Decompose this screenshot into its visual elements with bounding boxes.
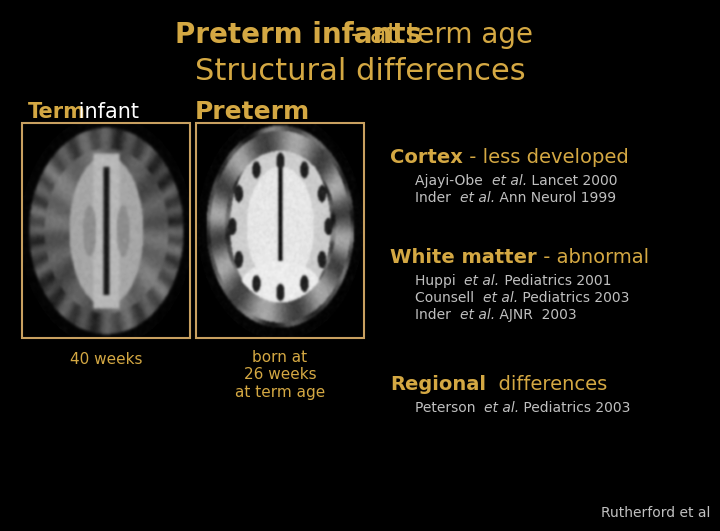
Text: Inder: Inder bbox=[415, 308, 459, 322]
Text: Pediatrics 2003: Pediatrics 2003 bbox=[519, 401, 631, 415]
Text: Pediatrics 2001: Pediatrics 2001 bbox=[500, 274, 611, 288]
Text: infant: infant bbox=[72, 102, 139, 122]
Text: Huppi: Huppi bbox=[415, 274, 464, 288]
Text: Pediatrics 2003: Pediatrics 2003 bbox=[518, 291, 629, 305]
Text: White matter: White matter bbox=[390, 248, 536, 267]
Text: born at
26 weeks
at term age: born at 26 weeks at term age bbox=[235, 350, 325, 400]
Text: Inder: Inder bbox=[415, 191, 459, 205]
Text: et al.: et al. bbox=[492, 174, 526, 188]
Text: Rutherford et al: Rutherford et al bbox=[600, 506, 710, 520]
Text: Cortex: Cortex bbox=[390, 148, 463, 167]
Bar bbox=[22, 123, 190, 338]
Text: Peterson: Peterson bbox=[415, 401, 485, 415]
Text: et al.: et al. bbox=[459, 308, 495, 322]
Text: Preterm: Preterm bbox=[195, 100, 310, 124]
Text: et al.: et al. bbox=[483, 291, 518, 305]
Text: 40 weeks: 40 weeks bbox=[70, 352, 143, 367]
Text: - less developed: - less developed bbox=[463, 148, 629, 167]
Text: - abnormal: - abnormal bbox=[536, 248, 649, 267]
Text: - at term age: - at term age bbox=[342, 21, 533, 49]
Text: Regional: Regional bbox=[390, 375, 486, 394]
Text: Lancet 2000: Lancet 2000 bbox=[526, 174, 617, 188]
Text: Ann Neurol 1999: Ann Neurol 1999 bbox=[495, 191, 616, 205]
Text: Counsell: Counsell bbox=[415, 291, 483, 305]
Text: differences: differences bbox=[486, 375, 607, 394]
Bar bbox=[196, 123, 364, 338]
Text: AJNR  2003: AJNR 2003 bbox=[495, 308, 577, 322]
Text: Term: Term bbox=[28, 102, 86, 122]
Text: Ajayi-Obe: Ajayi-Obe bbox=[415, 174, 492, 188]
Text: et al.: et al. bbox=[464, 274, 500, 288]
Text: Structural differences: Structural differences bbox=[194, 57, 526, 87]
Text: et al.: et al. bbox=[459, 191, 495, 205]
Text: Preterm infants: Preterm infants bbox=[175, 21, 422, 49]
Text: et al.: et al. bbox=[485, 401, 519, 415]
